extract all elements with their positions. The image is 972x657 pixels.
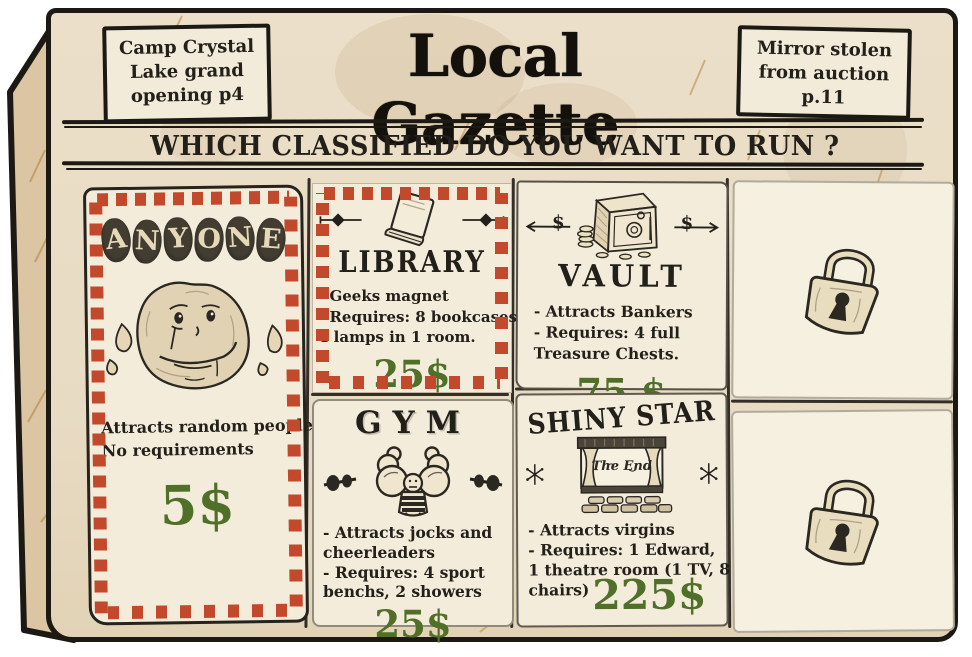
note-line: Camp Crystal [118,35,255,60]
note-line: opening p4 [130,83,245,107]
theatre-stage-icon: The End [576,436,673,514]
padlock-icon [805,479,879,566]
classified-card-library[interactable]: LIBRARY - Geeks magnet - Requires: 8 boo… [312,183,518,397]
bodybuilder-icon [323,446,503,517]
description-line: 4 lamps in 1 room. [318,328,476,347]
svg-text:$: $ [552,212,565,233]
title-letter: A [99,216,134,264]
price-label: 225$ [592,570,707,620]
card-description: - Attracts Bankers - Requires: 4 full Tr… [518,300,726,364]
forever-alone-face-icon [106,281,283,390]
safe-icon [576,192,658,260]
dollar-flourish-icon: $ [674,213,720,234]
description-line: - Requires: 4 full [533,322,681,343]
price-label: 25$ [374,602,452,647]
classified-card-vault[interactable]: $ [515,180,729,414]
description-line: - Requires: 4 sport [323,562,485,582]
note-line: p.11 [801,86,846,109]
card-title-vault: VAULT [558,257,686,295]
description-line: - Requires: 8 bookcases [318,307,518,326]
title-letter: E [254,216,288,263]
classified-card-gym[interactable]: GYM [312,399,514,646]
description-line: cheerleaders [323,542,435,562]
description-line: No requirements [101,439,254,461]
description-line: - Attracts jocks and [323,523,493,542]
diamond-flourish-icon [462,213,505,227]
price-label: 25$ [373,352,451,397]
classified-card-locked-top [731,180,955,400]
dollar-flourish-icon: $ [525,212,571,233]
dumbbell-icon [469,474,503,491]
masthead-title: Local Gazette [371,22,619,158]
svg-text:$: $ [680,213,693,234]
card-title-gym: GYM [355,405,471,441]
row-divider [311,393,509,396]
description-line: Attracts random people [101,415,314,438]
padlock-icon [804,248,879,335]
price-label: 5$ [159,472,236,538]
rule-line [64,126,922,128]
sparkle-icon [526,464,544,485]
diamond-flourish-icon [319,213,362,227]
book-icon [384,192,435,247]
card-description: - Geeks magnet - Requires: 8 bookcases 4… [313,286,518,348]
card-description: Attracts random people No requirements [89,414,314,463]
title-letter: O [193,217,225,263]
note-line: from auction [758,61,890,86]
classified-card-shiny-star[interactable]: SHINY STAR The End [515,392,730,628]
description-line: Treasure Chests. [533,343,680,364]
note-line: Lake grand [129,59,245,83]
description-line: - Geeks magnet [318,287,449,305]
question-text: WHICH CLASSIFIED DO YOU WANT TO RUN ? [150,131,840,162]
card-title-library: LIBRARY [338,245,486,281]
question-headline: WHICH CLASSIFIED DO YOU WANT TO RUN ? [65,131,925,162]
sparkle-icon [700,463,718,484]
rule-line [66,168,922,170]
headline-note-left: Camp Crystal Lake grand opening p4 [102,23,272,124]
description-line: - Attracts Bankers [533,301,693,322]
card-description: - Attracts jocks and cheerleaders - Requ… [314,523,512,602]
title-letter: N [131,219,163,265]
dumbbell-icon [323,474,357,491]
description-line: - Requires: 1 Edward, [528,539,716,560]
description-line: benchs, 2 showers [323,582,482,602]
svg-text:The End: The End [592,459,652,474]
description-line: - Attracts virgins [528,519,675,540]
classified-card-locked-bottom [731,409,955,633]
note-line: Mirror stolen [756,37,893,62]
headline-note-right: Mirror stolen from auction p.11 [736,25,912,120]
title-letter: N [224,215,257,262]
title-letter: Y [162,216,194,262]
